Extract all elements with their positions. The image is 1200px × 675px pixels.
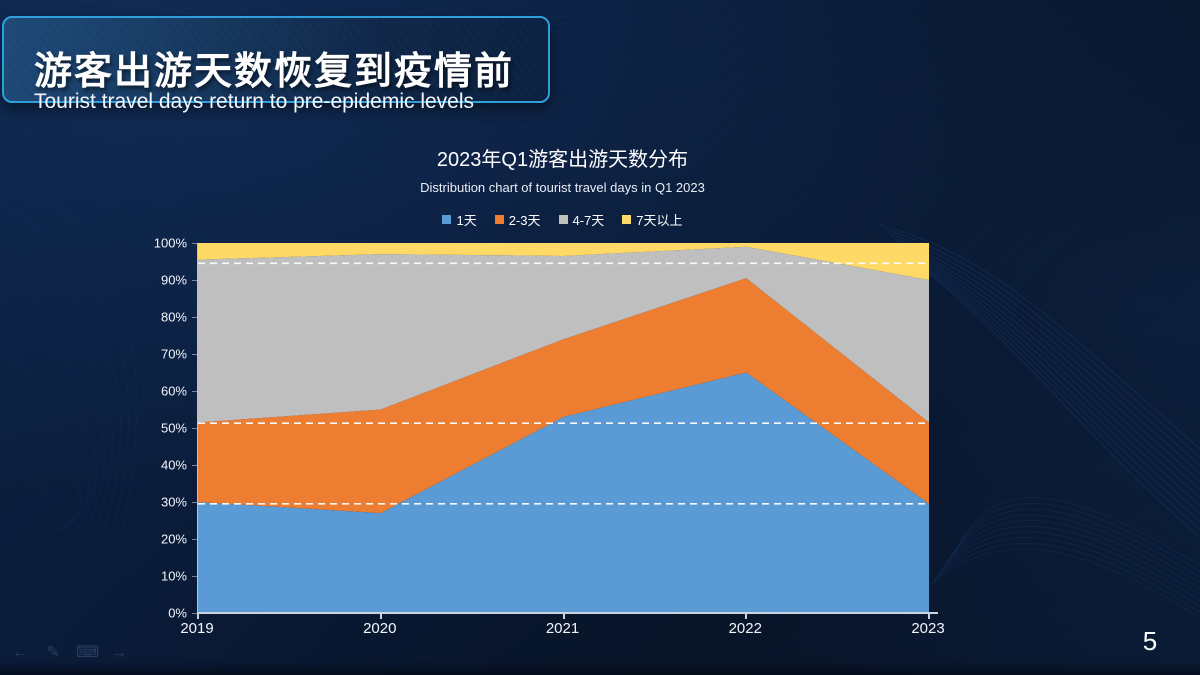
slide-title-english: Tourist travel days return to pre-epidem… bbox=[34, 90, 475, 113]
legend-label: 4-7天 bbox=[572, 213, 605, 228]
y-axis-tick bbox=[192, 317, 197, 318]
x-axis-tick bbox=[745, 614, 748, 619]
y-axis-tick bbox=[192, 428, 197, 429]
y-axis-label: 30% bbox=[160, 494, 187, 510]
decor-wave-line bbox=[0, 242, 121, 531]
y-axis-tick bbox=[192, 539, 197, 540]
chart-legend: 1天 2-3天 4-7天 7天以上 bbox=[197, 210, 928, 229]
y-axis-label: 90% bbox=[160, 272, 187, 288]
presenter-toolbar: ← ✎ ⌨ → bbox=[10, 644, 129, 662]
decor-wave-line bbox=[930, 543, 1200, 613]
decor-wave-line bbox=[942, 520, 1200, 590]
slideshow-menu-icon[interactable]: ⌨ bbox=[76, 644, 100, 661]
legend-swatch bbox=[442, 215, 452, 224]
x-axis-tick bbox=[197, 614, 199, 619]
decor-wave-line bbox=[0, 431, 82, 531]
legend-label: 2-3天 bbox=[508, 213, 541, 228]
y-axis: 0% 10% 20% 30% 40% 50% 60% 70% 80% 90% 100% bbox=[125, 236, 187, 621]
decor-wave-line bbox=[885, 231, 1200, 466]
decor-wave-line bbox=[909, 255, 1200, 514]
y-axis-label: 40% bbox=[160, 457, 187, 473]
decor-wave-line bbox=[0, 204, 130, 531]
y-axis-label: 100% bbox=[153, 235, 187, 251]
y-axis-tick bbox=[192, 502, 197, 503]
decor-wave-line bbox=[948, 508, 1200, 578]
title-box: 游客出游天数恢复到疫情前 Tourist travel days return … bbox=[2, 16, 550, 113]
decor-wave-line bbox=[933, 537, 1200, 608]
x-axis-tick bbox=[928, 614, 930, 619]
chart-subtitle: Distribution chart of tourist travel day… bbox=[420, 180, 705, 195]
y-axis-label: 70% bbox=[160, 346, 187, 362]
decor-wave-line bbox=[0, 468, 74, 531]
y-axis-tick bbox=[192, 465, 197, 466]
decor-wave-line bbox=[917, 263, 1200, 530]
decor-wave-line bbox=[881, 227, 1200, 458]
decor-wave-line bbox=[0, 280, 113, 531]
decor-wave-line bbox=[0, 355, 97, 531]
legend-swatch bbox=[622, 215, 632, 224]
decor-wave-line bbox=[921, 267, 1200, 538]
area-layer-7天以上 bbox=[198, 243, 929, 280]
y-axis-label: 60% bbox=[160, 383, 187, 399]
legend-label: 1天 bbox=[456, 213, 477, 228]
y-axis-label: 50% bbox=[160, 420, 187, 436]
x-axis-label: 2020 bbox=[363, 620, 397, 637]
previous-slide-icon[interactable]: ← bbox=[12, 644, 28, 661]
decor-wave-line bbox=[901, 247, 1200, 498]
area-layer-1天 bbox=[198, 372, 929, 613]
y-axis-label: 10% bbox=[160, 568, 187, 584]
decor-wave-line bbox=[936, 531, 1200, 602]
legend-item-7天以上: 7天以上 bbox=[622, 210, 683, 229]
page-number: 5 bbox=[1142, 626, 1158, 656]
legend-swatch bbox=[494, 215, 504, 224]
decor-wave-line bbox=[951, 502, 1200, 572]
plot-area bbox=[197, 243, 929, 613]
decor-wave-line bbox=[954, 497, 1200, 566]
decor-wave-line bbox=[889, 235, 1200, 474]
y-axis-tick bbox=[192, 613, 197, 614]
y-axis-label: 80% bbox=[160, 309, 187, 325]
decor-wave-line bbox=[897, 243, 1200, 490]
area-layer-2-3天 bbox=[198, 278, 929, 514]
decor-wave-line bbox=[77, 0, 483, 18]
legend-label: 7天以上 bbox=[636, 213, 683, 228]
decor-wave-line bbox=[0, 393, 89, 531]
decor-wave-line bbox=[905, 251, 1200, 506]
legend-item-1天: 1天 bbox=[442, 210, 477, 229]
y-axis-tick bbox=[192, 354, 197, 355]
x-axis-line bbox=[197, 612, 938, 614]
decor-wave-line bbox=[927, 548, 1200, 619]
x-axis-tick bbox=[379, 614, 382, 619]
stacked-area-chart bbox=[198, 243, 929, 613]
legend-swatch bbox=[558, 215, 568, 224]
y-axis-tick bbox=[192, 243, 197, 244]
y-axis-tick bbox=[192, 280, 197, 281]
decor-wave-line bbox=[0, 166, 138, 531]
x-axis-tick bbox=[562, 614, 565, 619]
y-axis-tick bbox=[192, 576, 197, 577]
x-axis-label: 2019 bbox=[180, 620, 214, 637]
x-axis-label: 2022 bbox=[728, 620, 762, 637]
decor-wave-line bbox=[0, 317, 105, 531]
decor-wave-line bbox=[913, 259, 1200, 522]
next-slide-icon[interactable]: → bbox=[111, 644, 127, 661]
x-axis-label: 2023 bbox=[911, 620, 945, 637]
area-layer-4-7天 bbox=[198, 246, 929, 423]
pen-icon[interactable]: ✎ bbox=[46, 644, 60, 661]
y-axis-label: 0% bbox=[168, 605, 187, 621]
slide-title-chinese: 游客出游天数恢复到疫情前 bbox=[34, 51, 515, 93]
decor-wave-line bbox=[893, 239, 1200, 482]
decor-wave-line bbox=[945, 514, 1200, 584]
x-axis-label: 2021 bbox=[545, 620, 580, 637]
decor-wave-line bbox=[939, 525, 1200, 596]
x-axis-labels: 2019 2020 2021 2022 2023 bbox=[180, 620, 944, 640]
chart-title: 2023年Q1游客出游天数分布 bbox=[436, 149, 689, 171]
y-axis-tick bbox=[192, 391, 197, 392]
legend-item-2-3天: 2-3天 bbox=[494, 210, 541, 229]
chart-header: 2023年Q1游客出游天数分布 Distribution chart of to… bbox=[197, 148, 928, 229]
y-axis-label: 20% bbox=[160, 531, 187, 547]
legend-item-4-7天: 4-7天 bbox=[558, 210, 605, 229]
